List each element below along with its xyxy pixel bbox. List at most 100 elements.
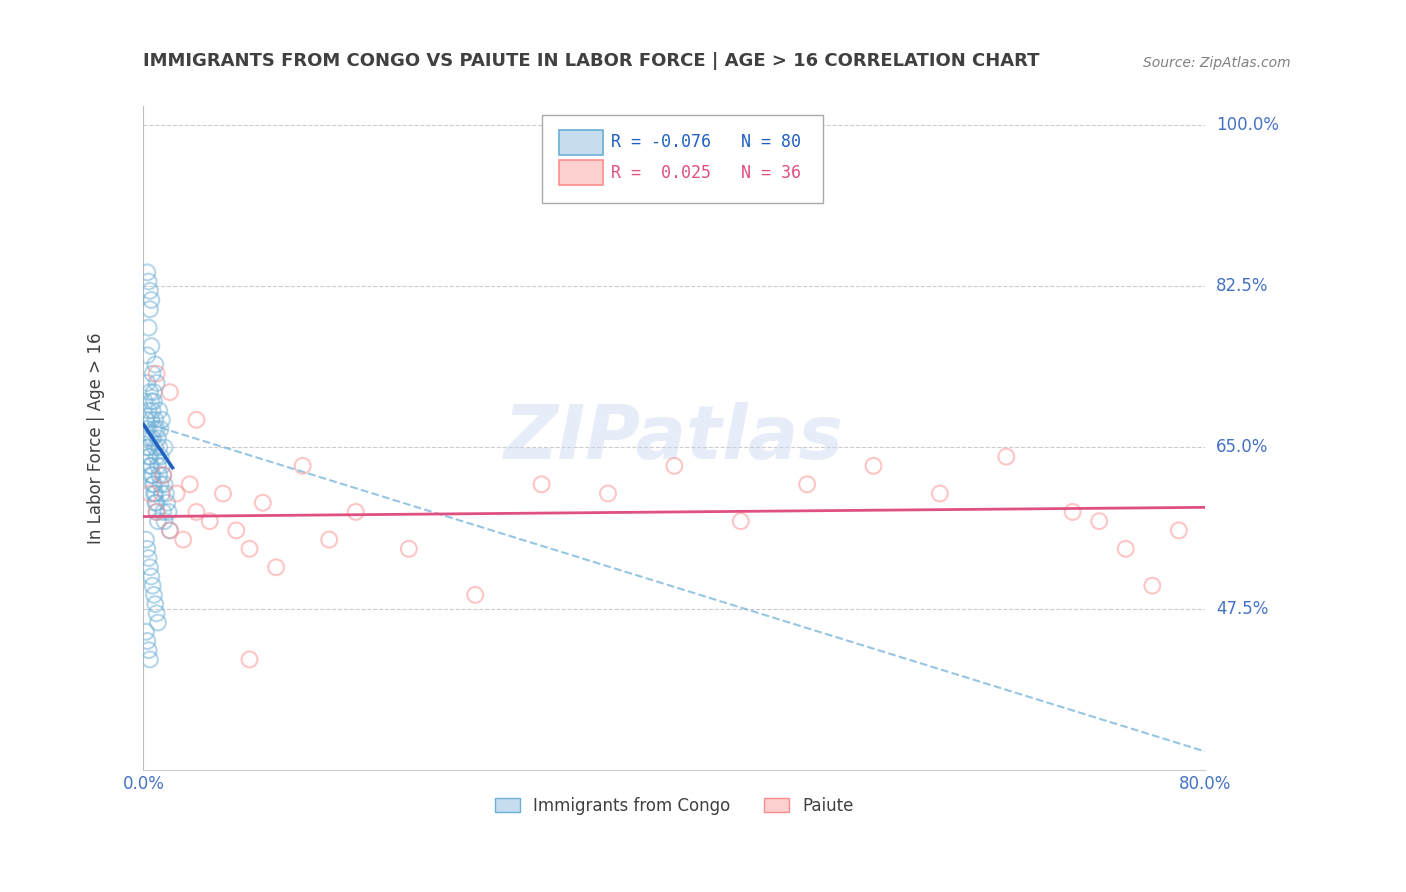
Point [142, 403, 165, 417]
Point [139, 431, 162, 445]
Point [145, 376, 167, 390]
Point [145, 367, 167, 381]
Point [149, 450, 172, 464]
Point [152, 468, 174, 483]
Point [398, 541, 420, 556]
Point [152, 468, 174, 483]
Point [596, 486, 619, 500]
Point [136, 441, 159, 455]
Text: ZIPatlas: ZIPatlas [505, 401, 845, 475]
Point [152, 505, 174, 519]
Point [186, 505, 208, 519]
Point [148, 403, 170, 417]
Point [146, 615, 169, 630]
Point [149, 422, 172, 436]
Point [142, 431, 165, 445]
Point [146, 431, 169, 445]
Point [145, 505, 167, 519]
Point [225, 524, 247, 538]
Point [136, 634, 159, 648]
Point [139, 652, 162, 666]
Point [136, 265, 159, 279]
Point [155, 486, 177, 500]
Point [141, 468, 163, 483]
Point [664, 458, 686, 473]
Point [143, 486, 166, 500]
Point [141, 458, 163, 473]
Point [139, 560, 162, 574]
Point [141, 569, 163, 583]
Point [149, 477, 172, 491]
Point [142, 477, 165, 491]
Point [135, 413, 157, 427]
Point [139, 458, 162, 473]
Point [157, 505, 180, 519]
Point [796, 477, 818, 491]
Point [530, 477, 553, 491]
Point [143, 358, 166, 372]
Point [153, 514, 176, 528]
Point [138, 403, 160, 417]
Point [136, 348, 159, 362]
Point [150, 486, 173, 500]
Point [179, 477, 201, 491]
Point [172, 533, 194, 547]
Text: 47.5%: 47.5% [1216, 599, 1268, 618]
Point [145, 607, 167, 621]
Point [138, 275, 160, 289]
Point [166, 486, 188, 500]
Point [1088, 514, 1111, 528]
Text: R =  0.025   N = 36: R = 0.025 N = 36 [610, 164, 800, 182]
Point [142, 385, 165, 400]
Point [141, 394, 163, 409]
Point [139, 284, 162, 298]
Point [928, 486, 950, 500]
Point [142, 394, 165, 409]
Point [141, 413, 163, 427]
Point [238, 652, 260, 666]
FancyBboxPatch shape [558, 129, 603, 155]
Point [145, 422, 167, 436]
Point [1115, 541, 1137, 556]
Point [139, 486, 162, 500]
Point [136, 376, 159, 390]
Point [141, 339, 163, 353]
Point [464, 588, 486, 602]
Text: 100.0%: 100.0% [1216, 116, 1279, 134]
Point [138, 551, 160, 566]
Point [139, 385, 162, 400]
Point [142, 486, 165, 500]
Point [264, 560, 287, 574]
Point [145, 505, 167, 519]
Point [318, 533, 340, 547]
Point [291, 458, 314, 473]
Point [150, 413, 173, 427]
Point [252, 496, 274, 510]
Point [141, 293, 163, 307]
Point [995, 450, 1018, 464]
Point [730, 514, 752, 528]
Point [145, 450, 167, 464]
Point [148, 468, 170, 483]
Point [1167, 524, 1189, 538]
Point [145, 496, 167, 510]
Text: IMMIGRANTS FROM CONGO VS PAIUTE IN LABOR FORCE | AGE > 16 CORRELATION CHART: IMMIGRANTS FROM CONGO VS PAIUTE IN LABOR… [143, 52, 1040, 70]
Point [153, 477, 176, 491]
Text: 82.5%: 82.5% [1216, 277, 1268, 295]
FancyBboxPatch shape [541, 115, 823, 202]
Point [143, 496, 166, 510]
Point [139, 302, 162, 317]
Point [198, 514, 221, 528]
Point [186, 413, 208, 427]
Point [142, 588, 165, 602]
Point [134, 394, 156, 409]
Point [135, 533, 157, 547]
Point [150, 458, 173, 473]
Point [238, 541, 260, 556]
Text: R = -0.076   N = 80: R = -0.076 N = 80 [610, 133, 800, 152]
Point [159, 385, 181, 400]
Point [159, 524, 181, 538]
Point [1062, 505, 1084, 519]
Point [146, 458, 169, 473]
Point [156, 496, 179, 510]
